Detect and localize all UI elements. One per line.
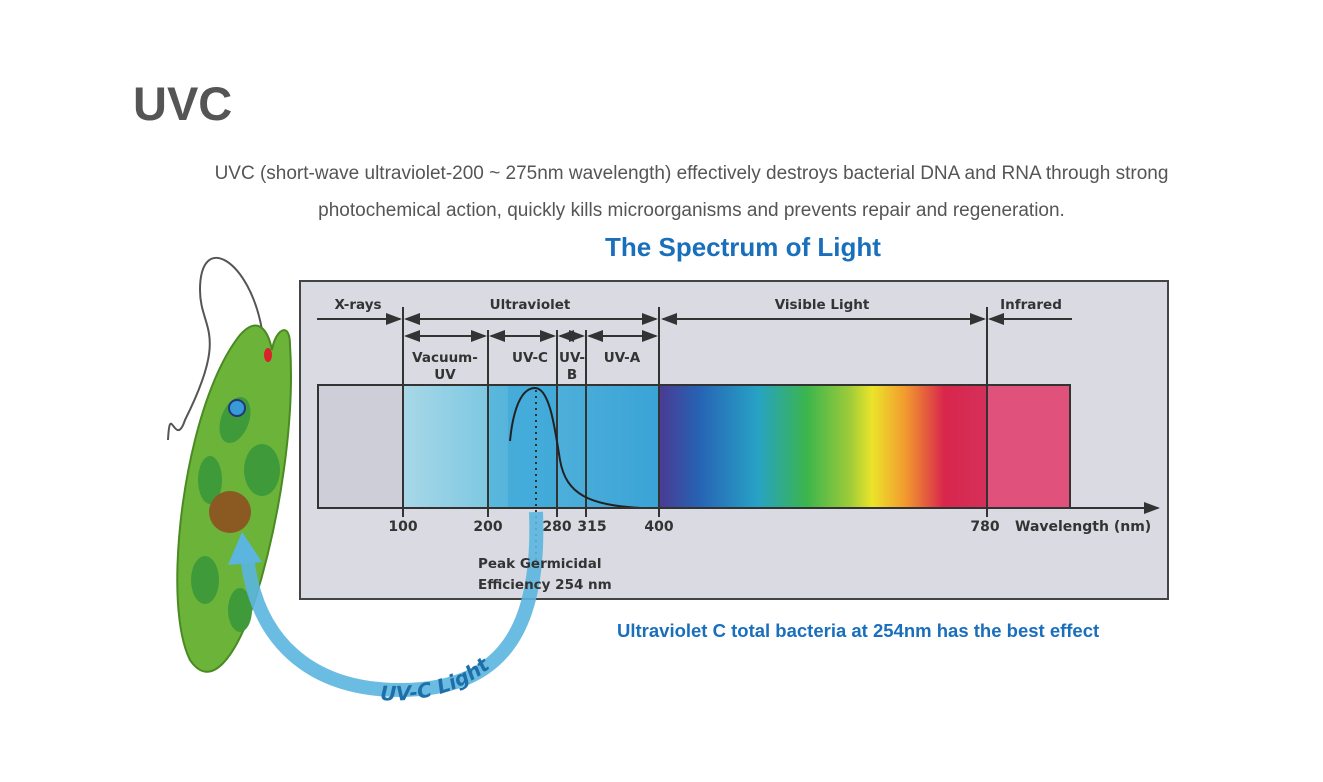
section-description: UVC (short-wave ultraviolet-200 ~ 275nm … bbox=[0, 155, 1323, 229]
band-dividers bbox=[402, 307, 988, 517]
arrow-head-icon bbox=[228, 532, 262, 565]
spectrum-bar bbox=[317, 384, 1071, 509]
band-label-ultraviolet: Ultraviolet bbox=[490, 297, 571, 313]
diagram-heading: The Spectrum of Light bbox=[605, 232, 881, 262]
uvc-light-label: UV-C Light bbox=[380, 652, 495, 706]
germicidal-curve bbox=[509, 386, 641, 509]
tick-label: 200 bbox=[473, 519, 502, 535]
euglena-illustration bbox=[167, 256, 292, 673]
band-label-xrays: X-rays bbox=[334, 297, 381, 313]
tick-label: 400 bbox=[644, 519, 673, 535]
subband-vacuum-line2: UV bbox=[434, 367, 456, 383]
section-title: UVC bbox=[133, 77, 233, 130]
peak-label-line2: Efficiency 254 nm bbox=[478, 577, 612, 593]
tick-label: 780 bbox=[970, 519, 999, 535]
description-line-2: photochemical action, quickly kills micr… bbox=[318, 200, 1065, 221]
tick-label: 280 bbox=[542, 519, 571, 535]
description-line-1: UVC (short-wave ultraviolet-200 ~ 275nm … bbox=[214, 163, 1169, 184]
range-arrows bbox=[317, 313, 1072, 342]
tick-label: 315 bbox=[577, 519, 606, 535]
peak-label-line1: Peak Germicidal bbox=[478, 556, 601, 572]
diagram-caption: Ultraviolet C total bacteria at 254nm ha… bbox=[617, 620, 1100, 641]
subband-uvc: UV-C bbox=[512, 350, 548, 366]
band-label-visible: Visible Light bbox=[775, 297, 870, 313]
uvc-light-arrow bbox=[240, 511, 544, 698]
subband-uvb-line1: UV- bbox=[559, 350, 585, 366]
band-label-infrared: Infrared bbox=[1000, 297, 1062, 313]
subband-vacuum-line1: Vacuum- bbox=[412, 350, 478, 366]
axis-label: Wavelength (nm) bbox=[1015, 519, 1151, 535]
subband-uva: UV-A bbox=[604, 350, 641, 366]
tick-label: 100 bbox=[388, 519, 417, 535]
subband-uvb-line2: B bbox=[567, 367, 577, 383]
